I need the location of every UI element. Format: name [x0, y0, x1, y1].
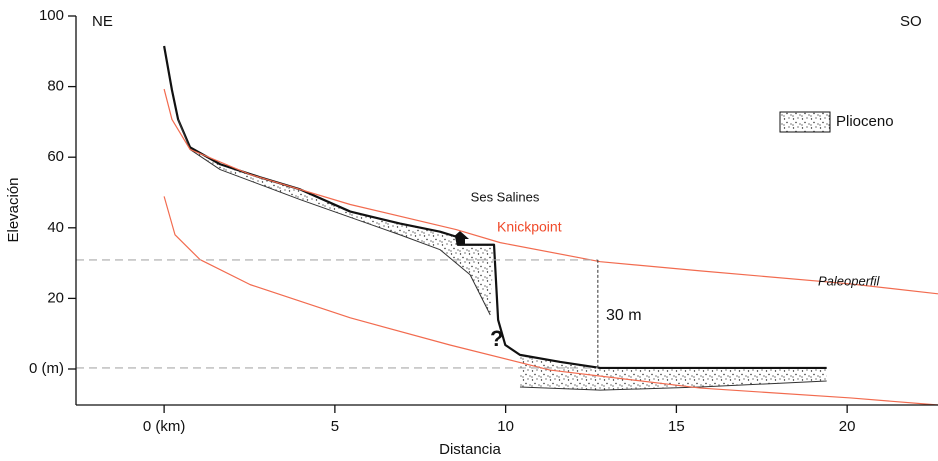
annotation: 30 m — [606, 307, 642, 324]
x-axis-label: Distancia — [439, 441, 501, 458]
x-tick-label: 15 — [668, 418, 685, 435]
annotation: SO — [900, 13, 922, 30]
annotation: NE — [92, 13, 113, 30]
x-tick-label: 10 — [497, 418, 514, 435]
y-tick-label: 0 (m) — [29, 360, 64, 377]
deposit-area — [178, 119, 495, 315]
profile-line — [519, 380, 827, 391]
y-tick-label: 40 — [47, 219, 64, 236]
profile-line — [163, 45, 827, 370]
profile-line — [163, 196, 938, 406]
legend-label: Plioceno — [836, 113, 894, 130]
legend-swatch — [779, 111, 831, 133]
annotation: Ses Salines — [471, 189, 540, 204]
annotation: Knickpoint — [497, 219, 562, 235]
y-tick-label: 100 — [39, 7, 64, 24]
x-tick-label: 0 (km) — [143, 418, 186, 435]
y-tick-label: 80 — [47, 78, 64, 95]
annotation: ? — [490, 326, 503, 351]
deposit-area — [519, 354, 827, 391]
annotation: Paleoperfil — [818, 273, 881, 288]
profile-line — [177, 119, 491, 316]
y-axis-label: Elevación — [5, 177, 22, 242]
x-tick-label: 5 — [331, 418, 339, 435]
profile-line — [163, 88, 938, 295]
y-tick-label: 20 — [47, 289, 64, 306]
y-tick-label: 60 — [47, 148, 64, 165]
x-tick-label: 20 — [839, 418, 856, 435]
